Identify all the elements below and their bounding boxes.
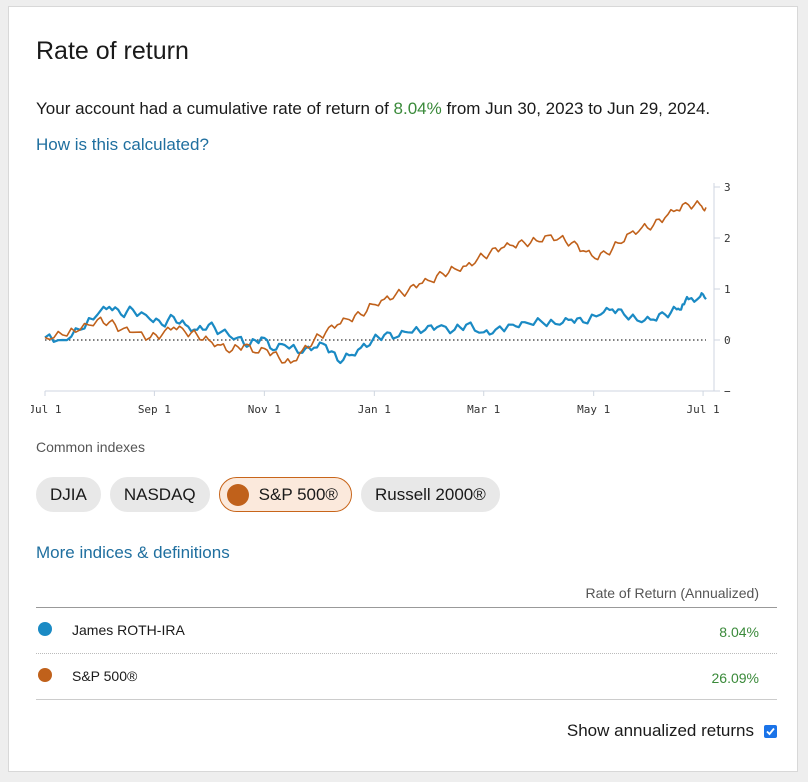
column-header-annualized: Rate of Return (Annualized) bbox=[585, 585, 759, 601]
rate-of-return-chart: 30% 20% 10% 0% −10% Jul 1 Sep 1 Nov 1 Jan 1 Mar 1… bbox=[31, 181, 731, 416]
x-tick-label: Sep 1 bbox=[138, 403, 171, 416]
y-tick-label: −10% bbox=[724, 385, 731, 398]
x-tick-label: Jan 1 bbox=[358, 403, 391, 416]
sp500-color-dot bbox=[226, 483, 249, 506]
sp500-color-dot bbox=[38, 668, 52, 682]
y-tick-label: 20% bbox=[724, 232, 731, 245]
chip-label: S&P 500® bbox=[258, 484, 338, 504]
x-tick-label: May 1 bbox=[577, 403, 610, 416]
table-header: Rate of Return (Annualized) bbox=[36, 575, 777, 608]
chip-label: Russell 2000® bbox=[374, 484, 486, 504]
x-tick-label: Mar 1 bbox=[467, 403, 500, 416]
x-tick-label: Jul 1 bbox=[687, 403, 720, 416]
summary-text: Your account had a cumulative rate of re… bbox=[36, 99, 710, 119]
more-indices-link[interactable]: More indices & definitions bbox=[36, 543, 230, 562]
table-row: James ROTH-IRA 8.04% bbox=[36, 608, 777, 654]
row-name: James ROTH-IRA bbox=[72, 622, 185, 638]
how-calculated-link[interactable]: How is this calculated? bbox=[36, 135, 209, 154]
annualized-checkbox[interactable] bbox=[764, 724, 777, 738]
y-tick-label: 10% bbox=[724, 283, 731, 296]
x-tick-label: Jul 1 bbox=[31, 403, 62, 416]
rate-of-return-card: Rate of return Your account had a cumula… bbox=[8, 6, 798, 772]
y-tick-label: 30% bbox=[724, 181, 731, 194]
summary-percent: 8.04% bbox=[393, 99, 442, 118]
returns-table: Rate of Return (Annualized) James ROTH-I… bbox=[36, 575, 777, 700]
chip-djia[interactable]: DJIA bbox=[36, 477, 101, 512]
chip-label: DJIA bbox=[50, 484, 87, 504]
row-value: 26.09% bbox=[711, 670, 759, 686]
series-line-account bbox=[44, 292, 707, 365]
y-tick-label: 0% bbox=[724, 334, 731, 347]
page-title: Rate of return bbox=[36, 37, 189, 65]
annualized-label: Show annualized returns bbox=[566, 721, 754, 740]
chip-russell-2000[interactable]: Russell 2000® bbox=[360, 477, 500, 512]
summary-suffix: from Jun 30, 2023 to Jun 29, 2024. bbox=[441, 99, 711, 118]
series-line-sp500 bbox=[44, 200, 707, 364]
row-name: S&P 500® bbox=[72, 668, 138, 684]
common-indexes-label: Common indexes bbox=[36, 439, 145, 455]
table-row: S&P 500® 26.09% bbox=[36, 654, 777, 700]
account-color-dot bbox=[38, 622, 52, 636]
index-chips: DJIA NASDAQ S&P 500® Russell 2000® bbox=[36, 477, 500, 512]
summary-prefix: Your account had a cumulative rate of re… bbox=[36, 99, 394, 118]
row-value: 8.04% bbox=[719, 624, 759, 640]
checkmark-icon bbox=[766, 727, 775, 735]
chip-nasdaq[interactable]: NASDAQ bbox=[109, 477, 210, 512]
chip-label: NASDAQ bbox=[123, 484, 196, 504]
x-tick-label: Nov 1 bbox=[248, 403, 281, 416]
annualized-toggle[interactable]: Show annualized returns bbox=[567, 721, 777, 741]
chip-sp500[interactable]: S&P 500® bbox=[218, 477, 352, 512]
